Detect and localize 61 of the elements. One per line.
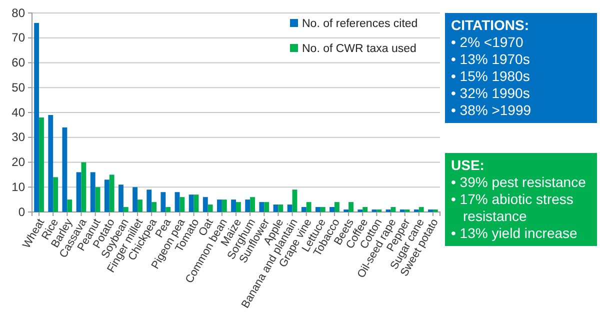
bar [104, 180, 110, 212]
bar [245, 200, 250, 212]
bar [292, 190, 298, 212]
bar [118, 184, 124, 212]
bar [123, 207, 128, 212]
bar [362, 207, 368, 212]
bar [146, 190, 152, 212]
bar [217, 200, 222, 212]
y-tick-label: 50 [12, 80, 26, 94]
bar [278, 204, 284, 212]
bar [264, 202, 270, 212]
y-tick-label: 80 [12, 6, 26, 20]
bar [306, 202, 312, 212]
text: USE: • 39% pest resistance • 17% abiotic stress resistance • 13% yield increase [451, 157, 587, 242]
bar [348, 202, 354, 212]
y-tick-label: 70 [12, 30, 26, 45]
legend-label: No. of CWR taxa used [302, 43, 416, 56]
bar [34, 22, 40, 212]
bar [138, 200, 142, 212]
bar [273, 204, 278, 212]
bar [95, 187, 100, 212]
bar [76, 172, 82, 212]
bar [67, 200, 72, 212]
bar [109, 174, 114, 212]
bar [166, 207, 171, 212]
y-tick-label: 0 [18, 204, 26, 219]
bar [194, 194, 199, 212]
bar [202, 197, 208, 212]
bar [222, 200, 227, 212]
bar [39, 117, 44, 212]
legend-label: No. of references cited [302, 18, 418, 30]
bar [180, 197, 185, 212]
bar [287, 204, 292, 212]
bar [250, 197, 255, 212]
bar [81, 162, 86, 212]
bar [330, 207, 334, 212]
bar [62, 127, 68, 212]
y-tick-label: 10 [12, 180, 26, 194]
bar [48, 114, 54, 212]
y-tick-label: 30 [12, 130, 26, 144]
bar [188, 194, 194, 212]
bar [90, 172, 96, 212]
bar [390, 207, 396, 212]
bar [160, 192, 166, 212]
bar [132, 187, 138, 212]
bar [236, 202, 241, 212]
bar [320, 207, 326, 212]
y-tick-label: 20 [12, 155, 26, 170]
bar [208, 204, 213, 212]
y-tick-label: 60 [12, 56, 26, 70]
bar [418, 207, 424, 212]
bar [152, 202, 157, 212]
text: CITATIONS: • 2% <1970 • 13% 1970s • 15% 1980s • 32% 1990s • 38% >1999 [451, 17, 532, 119]
bar [174, 192, 180, 212]
bar [315, 207, 320, 212]
bar [231, 200, 236, 212]
bar [334, 202, 340, 212]
bar [259, 202, 264, 212]
bar [53, 177, 58, 212]
bar [301, 207, 306, 212]
y-tick-label: 40 [12, 105, 26, 120]
